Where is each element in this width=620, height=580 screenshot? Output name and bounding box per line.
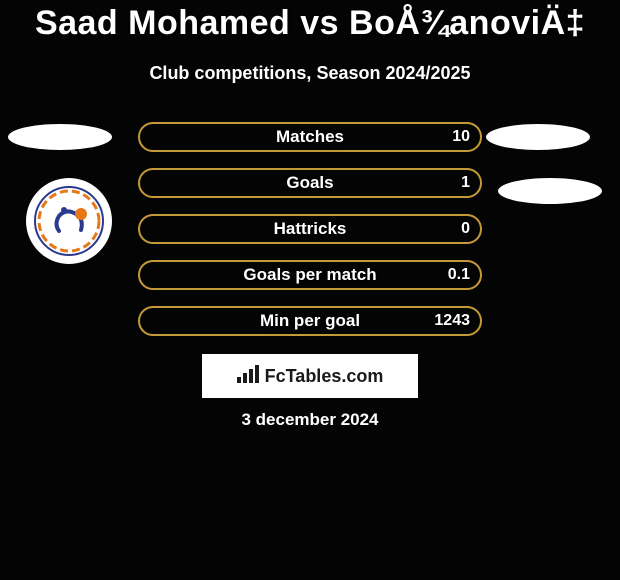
stat-row-goals: Goals 1 [138, 168, 482, 198]
stat-value: 10 [452, 128, 470, 146]
page-title: Saad Mohamed vs BoÅ¾anoviÄ‡ [0, 0, 620, 43]
watermark-label: FcTables.com [265, 366, 384, 387]
left-oval-placeholder [8, 124, 112, 150]
team-logo-circle [26, 178, 112, 264]
stat-label: Goals [286, 173, 333, 193]
stat-label: Matches [276, 127, 344, 147]
right-oval-placeholder-2 [498, 178, 602, 204]
stat-label: Min per goal [260, 311, 360, 331]
stats-container: Matches 10 Goals 1 Hattricks 0 Goals per… [138, 122, 482, 352]
date-label: 3 december 2024 [0, 410, 620, 430]
watermark-box: FcTables.com [202, 354, 418, 398]
page-subtitle: Club competitions, Season 2024/2025 [0, 63, 620, 84]
stat-row-goals-per-match: Goals per match 0.1 [138, 260, 482, 290]
stat-row-hattricks: Hattricks 0 [138, 214, 482, 244]
chart-bars-icon [237, 365, 259, 388]
stat-value: 0 [461, 220, 470, 238]
watermark-text: FcTables.com [237, 365, 384, 388]
stat-row-min-per-goal: Min per goal 1243 [138, 306, 482, 336]
stat-value: 1 [461, 174, 470, 192]
club-logo-icon [34, 186, 104, 256]
stat-value: 0.1 [448, 266, 470, 284]
stat-label: Goals per match [243, 265, 376, 285]
stat-value: 1243 [434, 312, 470, 330]
right-oval-placeholder-1 [486, 124, 590, 150]
stat-row-matches: Matches 10 [138, 122, 482, 152]
stat-label: Hattricks [274, 219, 347, 239]
team-logo-left [20, 178, 120, 264]
